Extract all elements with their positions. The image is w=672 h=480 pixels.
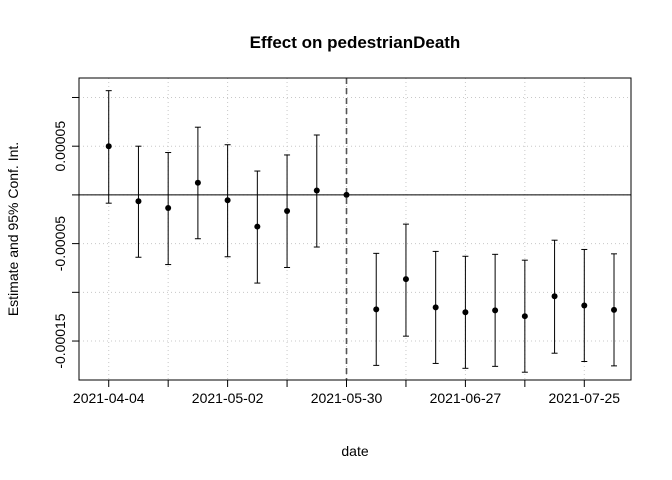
- data-point: [284, 207, 291, 214]
- chart-title: Effect on pedestrianDeath: [250, 33, 461, 52]
- data-point: [492, 307, 499, 314]
- x-tick-label: 2021-07-25: [548, 390, 620, 406]
- y-tick-label: 0.00005: [52, 121, 68, 172]
- x-axis-label: date: [341, 443, 368, 459]
- y-axis: 0.00005 -0.00005 -0.00015: [52, 96, 80, 369]
- x-tick-label: 2021-04-04: [73, 390, 145, 406]
- data-point: [432, 304, 439, 311]
- error-bars: [105, 90, 618, 373]
- data-point: [194, 179, 201, 186]
- plot-frame: [78, 77, 632, 381]
- data-point: [581, 302, 588, 309]
- x-axis: 2021-04-04 2021-05-02 2021-05-30 2021-06-27…: [73, 379, 620, 406]
- data-point: [373, 306, 380, 313]
- data-point: [611, 306, 618, 313]
- data-point: [521, 313, 528, 320]
- y-axis-label: Estimate and 95% Conf. Int.: [5, 142, 21, 316]
- data-point: [135, 198, 142, 205]
- data-point: [313, 187, 320, 194]
- grid: [79, 78, 631, 380]
- y-tick-label: -0.00005: [52, 216, 68, 271]
- y-tick-label: -0.00015: [52, 313, 68, 368]
- x-tick-label: 2021-05-30: [311, 390, 383, 406]
- data-point: [254, 223, 261, 230]
- points: [105, 143, 618, 320]
- data-point: [343, 191, 350, 198]
- x-tick-label: 2021-05-02: [192, 390, 264, 406]
- data-point: [462, 309, 469, 316]
- data-point: [551, 293, 558, 300]
- data-point: [165, 205, 172, 212]
- data-point: [224, 197, 231, 204]
- reference-lines: [79, 78, 631, 380]
- data-point: [402, 276, 409, 283]
- data-point: [105, 143, 112, 150]
- x-tick-label: 2021-06-27: [430, 390, 502, 406]
